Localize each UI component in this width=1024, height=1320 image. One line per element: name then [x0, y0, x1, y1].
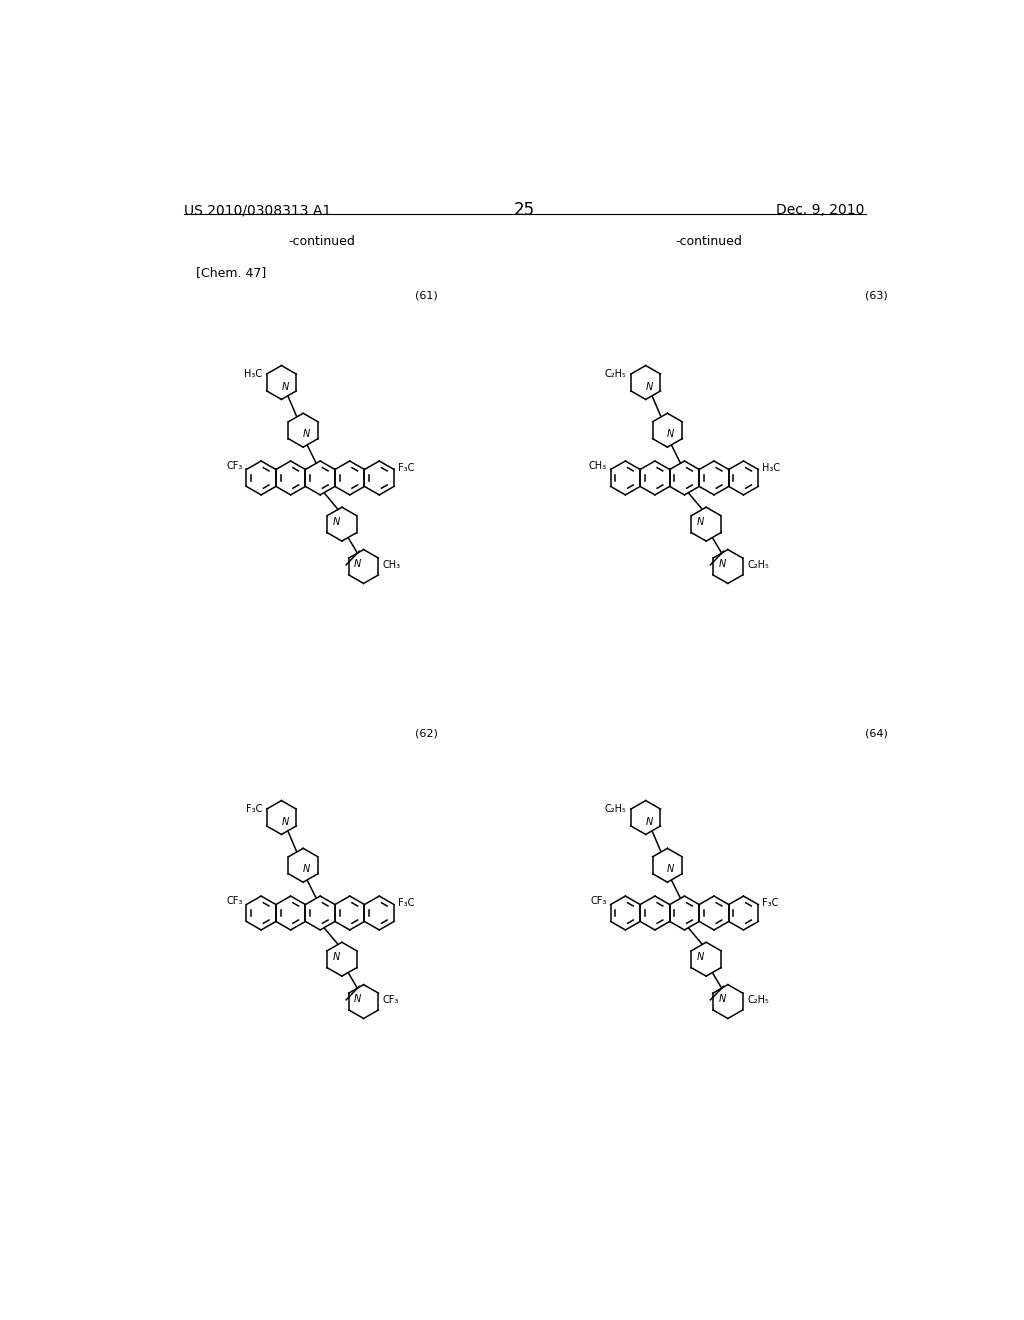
Text: [Chem. 47]: [Chem. 47] — [197, 267, 266, 280]
Text: N: N — [303, 865, 310, 874]
Text: N: N — [645, 817, 652, 826]
Text: N: N — [354, 994, 361, 1005]
Text: (61): (61) — [416, 290, 438, 301]
Text: CF₃: CF₃ — [383, 995, 399, 1005]
Text: H₃C: H₃C — [244, 370, 262, 379]
Text: N: N — [354, 558, 361, 569]
Text: N: N — [696, 516, 703, 527]
Text: -continued: -continued — [676, 235, 742, 248]
Text: CF₃: CF₃ — [591, 896, 607, 906]
Text: N: N — [696, 952, 703, 962]
Text: F₃C: F₃C — [398, 463, 415, 473]
Text: C₂H₅: C₂H₅ — [604, 804, 627, 814]
Text: N: N — [303, 429, 310, 440]
Text: C₂H₅: C₂H₅ — [604, 370, 627, 379]
Text: CH₃: CH₃ — [383, 560, 401, 570]
Text: C₂H₅: C₂H₅ — [748, 560, 769, 570]
Text: CF₃: CF₃ — [226, 896, 243, 906]
Text: N: N — [718, 558, 726, 569]
Text: H₃C: H₃C — [762, 463, 780, 473]
Text: N: N — [282, 817, 289, 826]
Text: -continued: -continued — [289, 235, 355, 248]
Text: CH₃: CH₃ — [589, 461, 607, 471]
Text: C₂H₅: C₂H₅ — [748, 995, 769, 1005]
Text: F₃C: F₃C — [762, 898, 778, 908]
Text: (63): (63) — [864, 290, 888, 301]
Text: F₃C: F₃C — [246, 804, 262, 814]
Text: (62): (62) — [415, 729, 438, 738]
Text: N: N — [668, 865, 675, 874]
Text: (64): (64) — [864, 729, 888, 738]
Text: CF₃: CF₃ — [226, 461, 243, 471]
Text: N: N — [645, 381, 652, 392]
Text: N: N — [333, 952, 340, 962]
Text: 25: 25 — [514, 201, 536, 219]
Text: N: N — [668, 429, 675, 440]
Text: N: N — [282, 381, 289, 392]
Text: US 2010/0308313 A1: US 2010/0308313 A1 — [183, 203, 331, 216]
Text: Dec. 9, 2010: Dec. 9, 2010 — [776, 203, 864, 216]
Text: F₃C: F₃C — [398, 898, 415, 908]
Text: N: N — [333, 516, 340, 527]
Text: N: N — [718, 994, 726, 1005]
